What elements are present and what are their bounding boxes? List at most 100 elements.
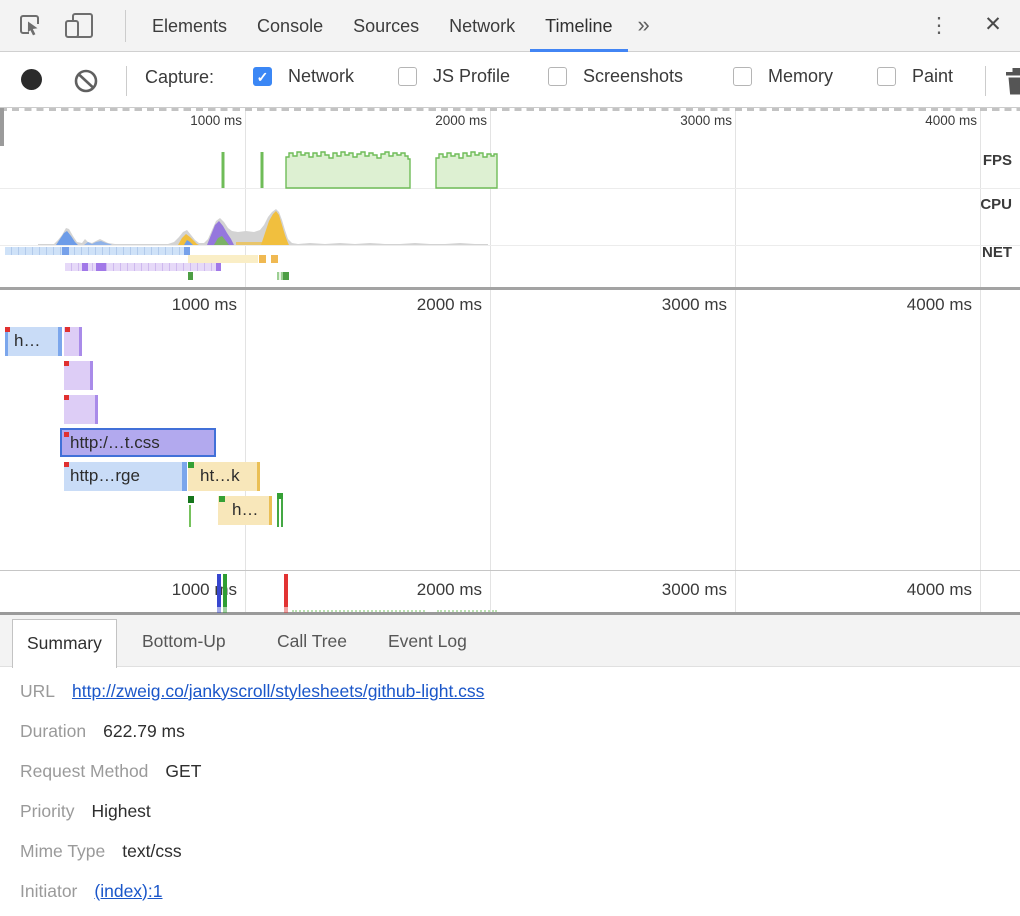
checkbox-unchecked-icon[interactable] [398,67,417,86]
flame-event-bar[interactable]: h… [5,327,62,356]
clear-icon[interactable] [73,68,99,94]
checkbox-memory[interactable]: Memory [733,66,833,87]
detail-row-initiator: Initiator (index):1 [0,871,1020,911]
event-marker-red [284,574,288,607]
net-segment [62,247,69,255]
net-mark-green-dotted[interactable] [277,272,283,280]
initiator-link[interactable]: (index):1 [94,880,163,901]
detail-label: Initiator [20,880,78,901]
net-request-bar-blue[interactable] [5,247,190,255]
flame-event-bar-selected[interactable]: http:/…t.css [60,428,216,457]
flame-bar-label: http…rge [70,466,140,485]
tab-sources[interactable]: Sources [353,16,420,36]
trash-icon[interactable] [1004,66,1020,96]
summary-details: URL http://zweig.co/jankyscroll/styleshe… [0,667,1020,916]
overview-time-label: 4000 ms [925,113,977,128]
bar-edge [79,327,82,356]
flame-chart[interactable]: 1000 ms 2000 ms 3000 ms 4000 ms h… http:… [0,290,1020,570]
net-segment [184,247,190,255]
gridline [490,290,491,570]
overview-scrollbar-thumb[interactable] [0,108,4,146]
ruler-time-label: 2000 ms [416,580,482,599]
net-segment-orange[interactable] [259,255,266,263]
event-marker-green [223,574,227,607]
timeline-overview[interactable]: 1000 ms 2000 ms 3000 ms 4000 ms [0,108,1020,290]
gridline [980,290,981,570]
net-request-bar-purple[interactable] [65,263,221,271]
detail-label: Mime Type [20,840,106,861]
net-segment-orange[interactable] [271,255,278,263]
tab-network[interactable]: Network [449,16,516,36]
gridline [490,108,491,287]
flame-event-bar[interactable] [64,327,82,356]
net-mark-green[interactable] [283,272,289,280]
overflow-menu-icon[interactable]: ⋮ [928,14,950,37]
checkbox-checked-icon[interactable]: ✓ [253,67,272,86]
paint-striped-bar[interactable] [277,499,284,527]
more-tabs-icon[interactable]: » [637,12,650,37]
paint-line [189,505,191,527]
checkbox-screenshots[interactable]: Screenshots [548,66,683,87]
paint-marker [277,493,283,499]
paint-marker [188,496,194,503]
tab-elements[interactable]: Elements [152,16,228,36]
url-link[interactable]: http://zweig.co/jankyscroll/stylesheets/… [72,680,485,701]
bar-edge [257,462,260,491]
ruler-time-label: 3000 ms [661,580,727,599]
checkbox-unchecked-icon[interactable] [548,67,567,86]
bar-edge [182,462,187,491]
gridline [980,571,981,612]
net-segment [82,263,88,271]
bar-edge [269,496,272,525]
lane-divider [0,188,1020,189]
long-task-marker [64,462,69,467]
flame-event-bar[interactable] [64,395,98,424]
bottom-ruler[interactable]: 1000 ms 2000 ms 3000 ms 4000 ms [0,570,1020,614]
checkbox-label: Memory [768,66,834,86]
tab-timeline[interactable]: Timeline [530,0,628,52]
checkbox-paint[interactable]: Paint [877,66,953,87]
divider [985,66,986,96]
ruler-ticks [0,108,1020,111]
paint-marker [188,462,194,468]
gridline [245,571,246,612]
tab-call-tree[interactable]: Call Tree [277,631,348,651]
gridline [980,108,981,287]
record-button[interactable] [21,69,42,90]
detail-value: text/css [122,840,182,861]
checkbox-unchecked-icon[interactable] [877,67,896,86]
tab-summary[interactable]: Summary [12,619,117,668]
checkbox-unchecked-icon[interactable] [733,67,752,86]
detail-value: Highest [91,800,151,821]
tab-bottom-up[interactable]: Bottom-Up [142,631,226,651]
device-toolbar-icon[interactable] [64,12,96,40]
paint-marker [219,496,225,502]
checkbox-network[interactable]: ✓ Network [253,66,354,87]
flame-event-bar[interactable]: http…rge [64,462,187,491]
event-marker-stub [217,607,221,613]
detail-value: 622.79 ms [103,720,185,741]
flame-event-bar[interactable]: h… [218,496,272,525]
inspect-element-icon[interactable] [17,12,44,39]
net-request-bar-yellow[interactable] [188,255,258,263]
long-task-marker [5,327,10,332]
lane-label-cpu: CPU [980,196,1012,213]
bar-edge [90,361,93,390]
checkbox-label: Network [288,66,355,86]
flame-bar-label: h… [14,331,41,350]
flame-bar-label: ht…k [200,466,240,485]
close-icon[interactable]: ✕ [984,13,1002,36]
detail-label: Duration [20,720,87,741]
flame-bar-label: http:/…t.css [70,433,160,452]
net-mark-green[interactable] [188,272,193,280]
net-segment [96,263,106,271]
capture-label: Capture: [145,67,215,87]
tab-console[interactable]: Console [257,16,324,36]
gridline [490,571,491,612]
long-task-marker [64,395,69,400]
checkbox-js-profile[interactable]: JS Profile [398,66,510,87]
gridline [735,290,736,570]
flame-event-bar[interactable]: ht…k [188,462,260,491]
tab-event-log[interactable]: Event Log [388,631,467,651]
